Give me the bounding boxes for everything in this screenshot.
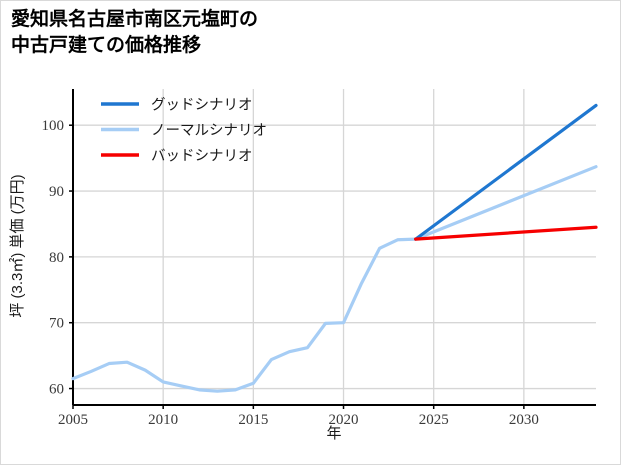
x-tick-label: 2025 [419,412,449,428]
x-tick-label: 2030 [509,412,539,428]
y-tick-label: 60 [49,382,64,398]
x-tick-label: 2005 [58,412,88,428]
x-tick-label: 2010 [148,412,178,428]
data-series-group [71,103,598,393]
gridlines-group [72,89,596,405]
legend-label: ノーマルシナリオ [151,123,267,139]
plot-frame [72,89,596,406]
y-axis-title: 坪 (3.3㎡) 単価 (万円) [9,174,26,317]
y-tick-label: 80 [49,250,64,266]
series-line-グッドシナリオ [414,103,598,241]
y-axis-tick-labels: 60 70 80 90 100 [42,118,73,398]
chart-title: 愛知県名古屋市南区元塩町の 中古戸建ての価格推移 [11,9,259,56]
legend-label: グッドシナリオ [151,97,253,114]
y-tick-label: 70 [49,316,64,332]
x-axis-tick-labels: 2005 2010 2015 2020 2025 2030 [58,405,539,428]
series-line-バッドシナリオ [414,225,598,241]
legend-label: バッドシナリオ [151,149,253,165]
x-tick-label: 2015 [238,412,268,428]
x-tick-label: 2020 [329,412,359,428]
y-tick-label: 100 [42,118,65,134]
series-line-ノーマルシナリオ [71,165,598,393]
y-tick-label: 90 [49,184,64,200]
x-axis-title: 年 [326,425,341,442]
